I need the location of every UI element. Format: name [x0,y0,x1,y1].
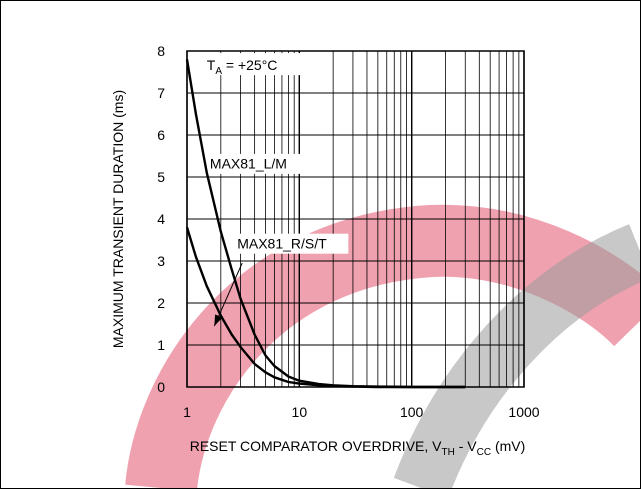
condition-label: TA = +25°C [207,57,278,77]
y-tick-label: 2 [157,295,165,311]
y-tick-label: 3 [157,253,165,269]
grid [186,50,525,388]
y-tick-label: 0 [157,379,165,395]
curves [185,59,466,389]
x-tick-label: 100 [400,404,424,420]
annotation-arrow-line [213,262,243,327]
y-tick-label: 7 [157,85,165,101]
x-tick-label: 1000 [508,404,539,420]
annotation-l-m-bg [208,153,301,174]
watermark-gray-arc [393,224,640,488]
condition-label-bg [205,53,308,76]
series-line-max81-l-m [185,59,466,389]
x-tick-labels: 1 10 100 1000 [183,404,540,420]
annotation-arrow-head [214,314,223,327]
y-tick-label: 5 [157,169,165,185]
series-line-max81-r-s-t [185,227,466,389]
y-tick-label: 8 [157,43,165,59]
annotation-max81-r-s-t: MAX81_R/S/T [237,235,327,251]
annotation-r-s-t-bg [236,233,349,254]
x-tick-label: 1 [183,404,191,420]
y-tick-label: 4 [157,211,165,227]
y-tick-label: 6 [157,127,165,143]
annotation-max81-l-m: MAX81_L/M [210,156,287,172]
y-tick-labels: 0 1 2 3 4 5 6 7 8 [157,43,165,395]
y-axis-label: MAXIMUM TRANSIENT DURATION (ms) [110,90,126,348]
y-tick-label: 1 [157,337,165,353]
x-tick-label: 10 [292,404,308,420]
x-axis-label: RESET COMPARATOR OVERDRIVE, VTH - VCC (m… [190,438,526,458]
